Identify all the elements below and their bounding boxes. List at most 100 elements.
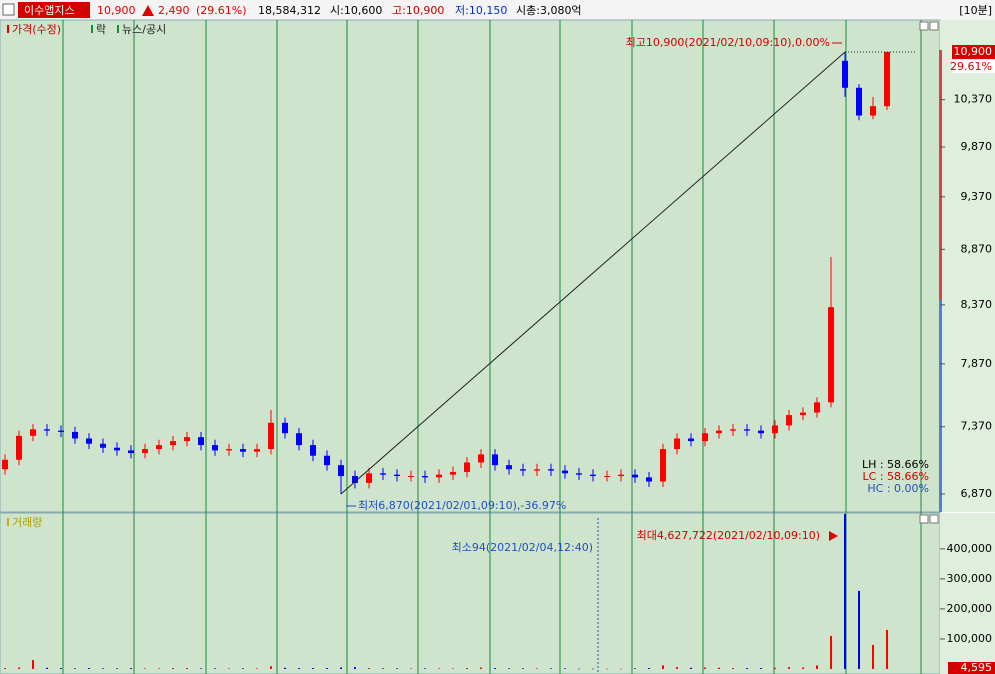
candle-body — [268, 422, 274, 450]
checkbox[interactable] — [2, 3, 15, 16]
candle-body — [72, 431, 78, 439]
volume-bar — [396, 668, 398, 669]
volume-bar — [340, 667, 342, 669]
volume-bar — [788, 667, 790, 669]
candle-body — [450, 471, 456, 475]
candle-body — [380, 473, 386, 475]
panel-buttons[interactable] — [919, 21, 939, 524]
candle-body — [618, 474, 624, 477]
candle-body — [520, 469, 526, 471]
volume-axis — [940, 513, 995, 674]
candle-body — [590, 474, 596, 477]
candle-body — [688, 438, 694, 442]
candle-body — [394, 474, 400, 477]
candle-body — [646, 477, 652, 482]
volume-bar — [326, 668, 328, 669]
candle-body — [576, 473, 582, 475]
candle-body — [338, 465, 344, 477]
candle-body — [506, 465, 512, 470]
current-volume-box — [948, 662, 995, 674]
volume-bar — [816, 665, 818, 669]
candle-body — [632, 474, 638, 478]
candles — [2, 51, 915, 495]
volume-bar — [382, 668, 384, 669]
candle-body — [254, 449, 260, 452]
interval[interactable]: [10분] — [959, 4, 992, 17]
stock-name: 이수앱지스 — [24, 4, 75, 17]
candle-body — [352, 476, 358, 483]
volume-bar — [368, 668, 370, 669]
volume-bar — [256, 668, 258, 669]
candle-body — [16, 435, 22, 460]
legend-news[interactable]: 뉴스/공시 — [122, 23, 166, 36]
volume-bar — [704, 667, 706, 669]
volume-bar — [130, 668, 132, 669]
volume-bar — [662, 665, 664, 669]
volume-bar — [872, 644, 874, 669]
header-bar — [0, 0, 995, 20]
current-rate: 29.61% — [950, 60, 992, 73]
axis-up-bar — [939, 50, 942, 300]
volume-bar — [718, 667, 720, 669]
volume-bar — [354, 667, 356, 669]
high: 고:10,900 — [392, 4, 444, 17]
candle-body — [100, 443, 106, 448]
candle-body — [30, 429, 36, 436]
volume-bar — [844, 514, 846, 670]
volume-bar — [32, 659, 34, 669]
legend-rights[interactable]: 락 — [96, 23, 106, 36]
volume-bar — [102, 668, 104, 669]
volume-bar — [690, 667, 692, 669]
candle-body — [212, 445, 218, 451]
volume-bar — [172, 668, 174, 669]
candle-body — [86, 438, 92, 444]
candle-body — [814, 402, 820, 413]
volume-bar — [214, 668, 216, 669]
price-panel — [0, 19, 941, 513]
volume-bar — [270, 666, 272, 669]
candle-body — [562, 470, 568, 474]
candle-body — [464, 462, 470, 472]
volume-bar — [298, 668, 300, 669]
candle-body — [492, 454, 498, 466]
candle-body — [156, 445, 162, 450]
stat-lc: LC : 58.66% — [863, 470, 929, 483]
legend-swatch — [91, 25, 93, 33]
volume-bar — [676, 667, 678, 669]
change-rate: (29.61%) — [196, 4, 247, 17]
candle-body — [604, 476, 610, 478]
volume-bar — [4, 668, 6, 669]
volume-panel — [0, 512, 941, 674]
y-tick-label: 10,370 — [954, 93, 993, 106]
volume-bar — [760, 668, 762, 669]
y-tick-label: 400,000 — [947, 542, 993, 555]
max-marker — [829, 531, 838, 541]
volume-bar — [732, 668, 734, 669]
candle-body — [44, 429, 50, 431]
candle-body — [142, 449, 148, 454]
current-volume: 4,595 — [961, 661, 993, 674]
volume-bar — [802, 667, 804, 669]
volume-bar — [746, 668, 748, 669]
volume-bar — [536, 668, 538, 669]
candle-body — [422, 476, 428, 478]
candle-body — [226, 449, 232, 451]
volume-bar — [312, 668, 314, 669]
candle-body — [240, 449, 246, 452]
candle-body — [702, 433, 708, 442]
volume-bar — [592, 668, 594, 670]
volume-bar — [284, 667, 286, 669]
volume-max-annotation: 최대4,627,722(2021/02/10,09:10) — [637, 529, 820, 542]
stat-hc: HC : 0.00% — [867, 482, 929, 495]
volume-bar — [18, 667, 20, 669]
candle-body — [800, 412, 806, 416]
candle-body — [198, 437, 204, 446]
volume-bar — [578, 668, 580, 670]
volume-bar — [242, 668, 244, 669]
volume-bar — [74, 668, 76, 669]
volume-bar — [186, 668, 188, 669]
y-tick-label: 6,870 — [961, 487, 993, 500]
legend-price[interactable]: 가격(수정) — [12, 23, 61, 36]
price: 10,900 — [97, 4, 136, 17]
volume-bar — [522, 668, 524, 669]
